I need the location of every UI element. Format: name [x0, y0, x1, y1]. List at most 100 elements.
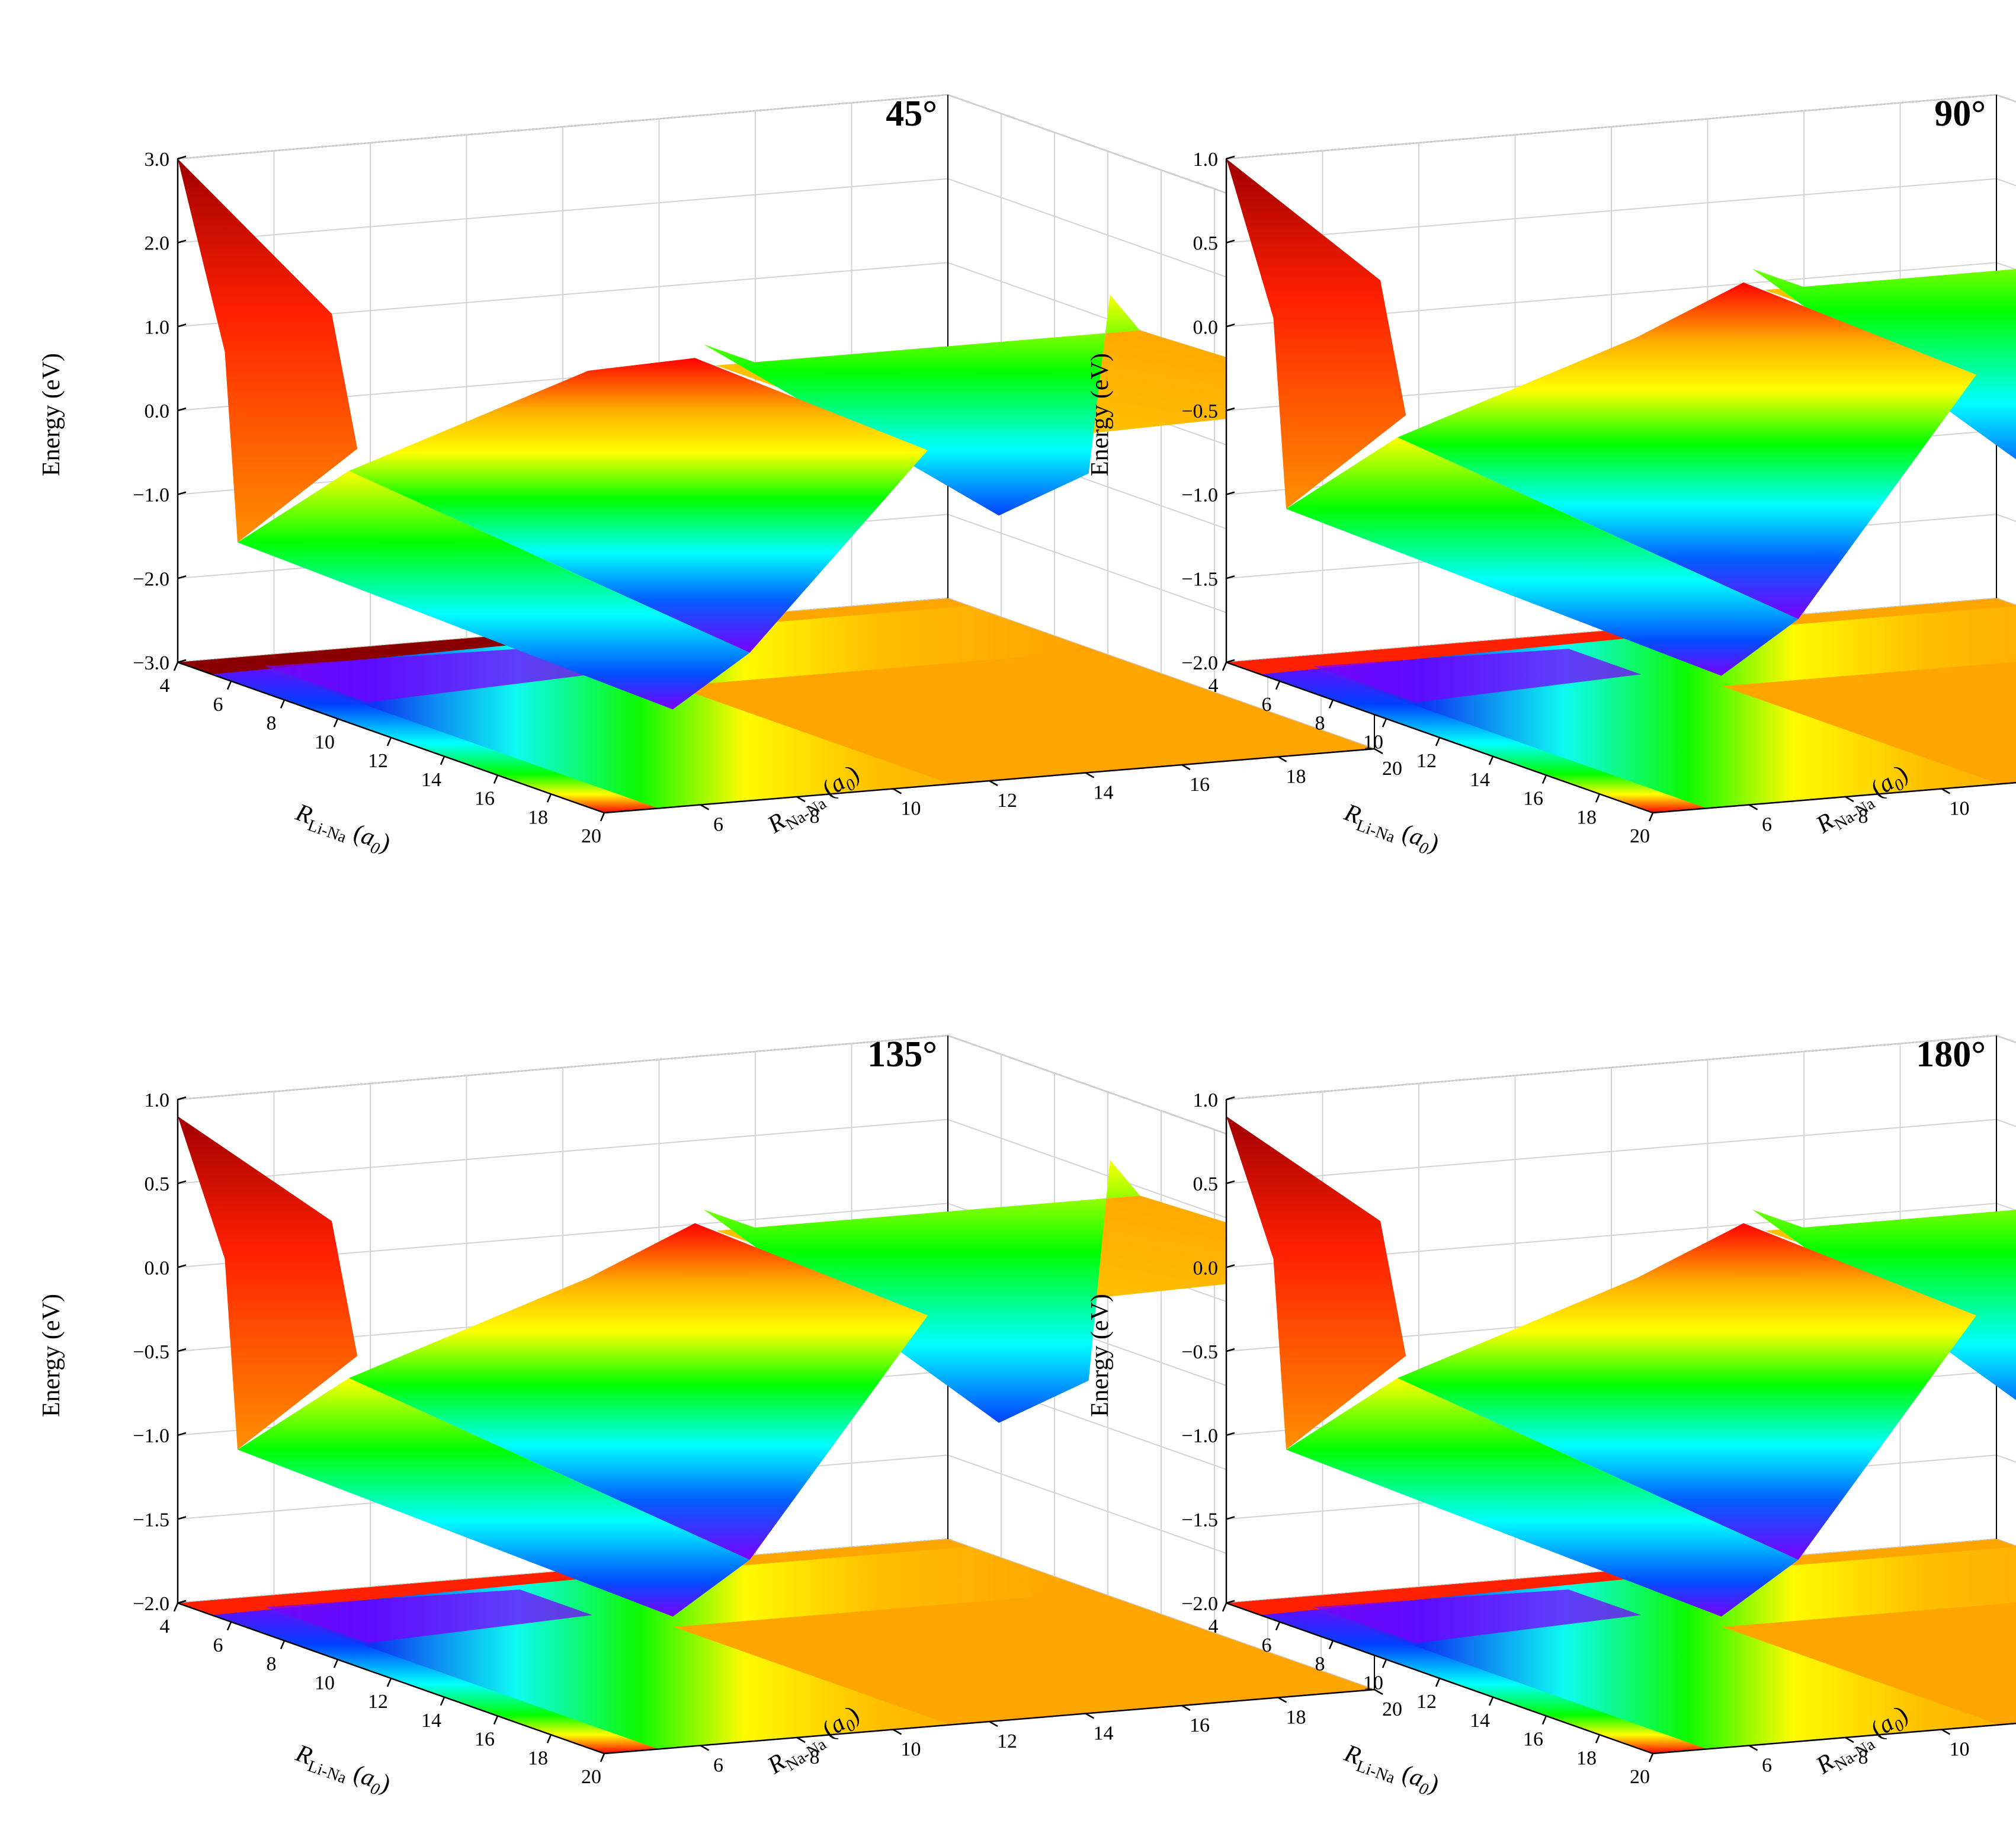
y-axis-line — [1652, 781, 2016, 814]
floor-repulsive-wall — [1226, 630, 1633, 675]
panel-4: −2.0 −1.5 −1.0 −0.5 0.0 0.5 1.0 4 6 8 10 12 14 16 18 20… — [1086, 1034, 2016, 1802]
floor-global-minimum — [265, 649, 592, 703]
z-tick-mark — [177, 1180, 187, 1184]
x-tick-mark — [1328, 1640, 1334, 1649]
x-tick-mark — [1488, 756, 1494, 765]
z-tick-label: −1.0 — [133, 485, 169, 507]
y-tick-label: 8 — [1858, 806, 1868, 828]
x-tick-label: 16 — [475, 788, 495, 810]
y-tick-label: 20 — [1382, 758, 1402, 780]
floor-global-minimum — [265, 1589, 592, 1643]
panel-2: −2.0 −1.5 −1.0 −0.5 0.0 0.5 1.0 4 6 8 10 12 14 16 18 20… — [1086, 94, 2016, 861]
z-axis-label: Energy (eV) — [1086, 353, 1114, 476]
x-tick-mark — [226, 681, 232, 690]
z-axis-label: Energy (eV) — [38, 353, 65, 476]
y-tick-label: 6 — [713, 1755, 723, 1777]
y-tick-mark — [1845, 1736, 1854, 1743]
x-tick-label: 8 — [267, 1653, 277, 1675]
z-tick-mark — [177, 659, 187, 664]
z-tick-label: 0.5 — [1193, 233, 1219, 255]
y-tick-label: 10 — [901, 1739, 921, 1761]
z-tick-mark — [1226, 1264, 1235, 1268]
y-tick-label: 10 — [1950, 1739, 1970, 1761]
y-tick-label: 12 — [997, 1730, 1017, 1752]
floor-contour — [1226, 598, 2016, 813]
z-tick-label: −2.0 — [1181, 1593, 1218, 1615]
y-tick-mark — [1181, 764, 1191, 771]
surface-valley-top — [348, 1223, 928, 1560]
z-tick-mark — [1226, 491, 1235, 495]
z-tick-mark — [1226, 1516, 1235, 1520]
z-tick-mark — [177, 239, 187, 243]
x-tick-mark — [600, 1753, 605, 1762]
y-tick-label: 20 — [1382, 1698, 1402, 1720]
x-tick-label: 18 — [1576, 806, 1597, 828]
x-tick-mark — [493, 1716, 499, 1725]
x-tick-mark — [280, 700, 286, 709]
z-tick-label: −1.5 — [1181, 568, 1218, 590]
floor-repulsive-wall — [1226, 1571, 1633, 1616]
y-tick-mark — [796, 796, 806, 803]
z-tick-label: 3.0 — [145, 149, 170, 171]
x-tick-mark — [440, 1697, 445, 1706]
x-axis-label: RLi-Na (a0) — [1339, 799, 1443, 861]
z-tick-mark — [1226, 659, 1235, 664]
x-tick-label: 18 — [528, 806, 548, 828]
x-tick-label: 18 — [528, 1747, 548, 1769]
surface-repulsive-wall — [1226, 159, 1406, 509]
x-tick-label: 8 — [1315, 713, 1325, 735]
x-tick-label: 16 — [1523, 1729, 1543, 1751]
x-tick-mark — [1648, 812, 1654, 822]
panel-title: 135° — [867, 1034, 937, 1075]
x-tick-mark — [386, 737, 392, 746]
floor-global-minimum — [1313, 649, 1641, 703]
y-tick-mark — [1941, 788, 1951, 794]
y-tick-mark — [700, 804, 710, 810]
z-axis-label: Energy (eV) — [1086, 1294, 1114, 1417]
z-tick-label: −1.0 — [1181, 485, 1218, 507]
x-tick-mark — [333, 718, 339, 727]
y-tick-mark — [1085, 1713, 1095, 1719]
y-tick-label: 6 — [1762, 814, 1772, 836]
x-tick-label: 16 — [475, 1729, 495, 1751]
x-tick-mark — [1541, 1716, 1547, 1725]
floor-edge-band — [1226, 1598, 1707, 1754]
z-tick-label: 0.0 — [145, 1257, 170, 1279]
z-tick-mark — [177, 407, 187, 412]
surface-repulsive-wall — [178, 1116, 358, 1450]
z-tick-mark — [1226, 323, 1235, 328]
y-tick-label: 16 — [1190, 774, 1210, 796]
x-tick-label: 20 — [1630, 1766, 1650, 1788]
z-tick-label: 0.0 — [1193, 316, 1219, 338]
y-tick-label: 6 — [1762, 1755, 1772, 1777]
z-tick-mark — [1226, 1432, 1235, 1436]
y-tick-mark — [1374, 748, 1383, 755]
z-tick-label: 0.0 — [1193, 1257, 1219, 1279]
z-tick-mark — [1226, 1348, 1235, 1352]
x-tick-mark — [226, 1621, 232, 1631]
z-tick-label: 0.5 — [145, 1174, 170, 1195]
x-tick-label: 10 — [315, 1672, 335, 1694]
x-tick-label: 6 — [1262, 694, 1272, 716]
z-tick-label: −2.0 — [133, 568, 169, 590]
z-tick-mark — [1226, 575, 1235, 579]
x-tick-mark — [1648, 1753, 1654, 1762]
y-axis-line — [1652, 1722, 2016, 1755]
x-tick-mark — [280, 1640, 286, 1649]
x-tick-mark — [600, 812, 605, 822]
x-tick-label: 4 — [160, 675, 170, 697]
panel-title: 180° — [1916, 1034, 1986, 1075]
z-tick-mark — [177, 1096, 187, 1101]
z-tick-mark — [177, 1432, 187, 1436]
z-tick-label: −0.5 — [1181, 1341, 1218, 1363]
surface-valley-top — [348, 358, 928, 653]
x-axis-label: RLi-Na (a0) — [290, 799, 394, 861]
x-axis-label: RLi-Na (a0) — [1339, 1739, 1443, 1802]
x-tick-label: 12 — [368, 1691, 388, 1713]
x-tick-label: 16 — [1523, 788, 1543, 810]
x-tick-label: 14 — [421, 1710, 441, 1732]
axis-label-subscript: Li-Na — [1354, 816, 1398, 847]
z-tick-label: −2.0 — [1181, 652, 1218, 674]
surface-repulsive-wall — [1226, 1116, 1406, 1450]
z-tick-mark — [177, 1348, 187, 1352]
